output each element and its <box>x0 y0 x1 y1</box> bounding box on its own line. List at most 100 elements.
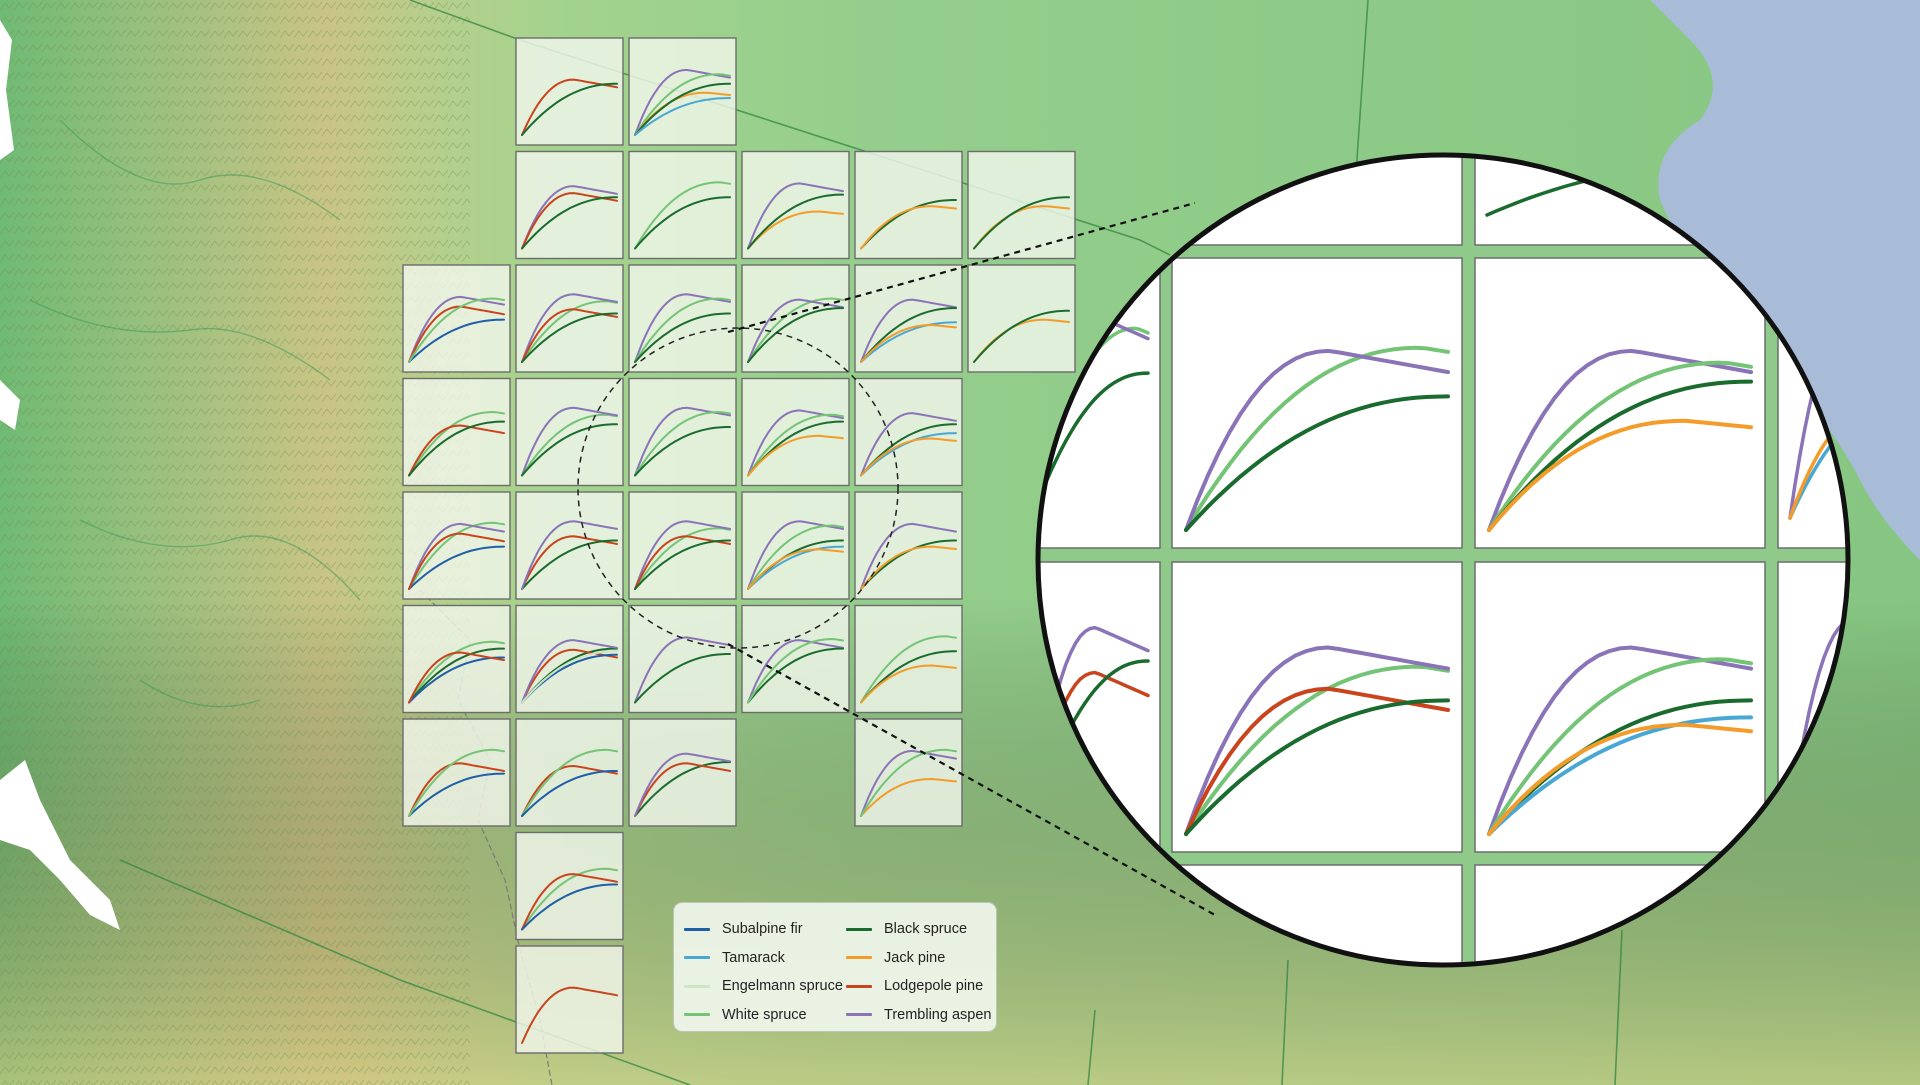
growth-curve-subalpine-fir <box>408 772 505 817</box>
growth-curve-trembling-aspen <box>747 182 844 250</box>
growth-curve-white-spruce <box>521 867 618 931</box>
river-lines <box>29 119 361 708</box>
legend-swatch <box>684 1013 710 1017</box>
growth-curve-jack-pine <box>860 437 957 477</box>
growth-curve-black-spruce <box>521 539 618 590</box>
panel-frame <box>628 491 737 600</box>
growth-curve-trembling-aspen <box>1184 645 1450 836</box>
panel-frame <box>1777 561 1848 853</box>
magnified-panel <box>1171 257 1463 549</box>
growth-curve-jack-pine <box>860 777 957 817</box>
growth-panel <box>628 150 737 260</box>
panel-frame <box>628 604 737 714</box>
legend-swatch <box>684 956 710 960</box>
growth-curve-white-spruce <box>860 635 957 704</box>
growth-curve-trembling-aspen <box>408 522 505 590</box>
growth-curve-jack-pine <box>860 545 957 590</box>
growth-curve-white-spruce <box>634 297 731 363</box>
magnifier-rim <box>1035 152 1851 968</box>
panel-frame <box>515 831 624 941</box>
growth-curve-engelmann-spruce <box>521 650 618 704</box>
growth-curve-white-spruce <box>634 410 731 477</box>
growth-curve-trembling-aspen <box>521 639 618 704</box>
legend-item-lodgepole-pine: Lodgepole pine <box>846 972 991 1001</box>
panel-frame <box>402 491 511 600</box>
growth-curve-white-spruce <box>408 297 505 363</box>
growth-curve-trembling-aspen <box>860 749 957 817</box>
growth-panel <box>741 150 850 260</box>
growth-curve-black-spruce <box>1184 698 1450 836</box>
growth-curve-subalpine-fir <box>408 545 505 590</box>
growth-curve-trembling-aspen <box>860 522 957 590</box>
growth-curve-lodgepole-pine <box>521 986 618 1044</box>
legend-label: Black spruce <box>884 921 968 938</box>
panel-frame <box>402 718 511 827</box>
magnified-partial-panel <box>1777 257 1848 549</box>
growth-panel <box>515 831 624 941</box>
growth-curve-black-spruce <box>973 309 1070 363</box>
growth-curve-jack-pine <box>860 323 957 363</box>
legend-swatch <box>846 984 872 988</box>
growth-curve-white-spruce <box>634 527 731 590</box>
panel-frame <box>854 491 963 600</box>
species-legend: Subalpine fir Tamarack Engelmann spruce … <box>673 902 997 1032</box>
growth-panel <box>402 491 511 600</box>
growth-curve-trembling-aspen <box>860 298 957 363</box>
panel-frame <box>628 718 737 827</box>
legend-label: Trembling aspen <box>884 1006 992 1023</box>
growth-curve-jack-pine <box>747 210 844 250</box>
growth-curve-lodgepole-pine <box>521 648 618 704</box>
panel-frame <box>1171 864 1463 965</box>
panel-frame <box>515 377 624 487</box>
panel-frame <box>1474 257 1766 549</box>
growth-curve-lodgepole-pine <box>521 873 618 931</box>
growth-curve-jack-pine <box>747 434 844 477</box>
growth-curve-jack-pine <box>1487 418 1753 532</box>
panel-frame <box>515 37 624 146</box>
panel-frame <box>854 150 963 260</box>
growth-curve-white-spruce <box>860 748 957 817</box>
panel-frame <box>515 491 624 600</box>
panel-frame <box>1777 257 1848 549</box>
panel-frame <box>741 604 850 714</box>
growth-curve-white-spruce <box>521 748 618 817</box>
growth-curve-black-spruce <box>634 426 731 477</box>
panel-frame <box>628 37 737 146</box>
legend-swatch <box>846 927 872 931</box>
growth-curve-trembling-aspen <box>1788 617 1848 824</box>
growth-curve-tamarack <box>747 545 844 590</box>
growth-panel <box>515 377 624 487</box>
legend-label: Engelmann spruce <box>722 978 843 995</box>
growth-curve-white-spruce <box>1487 360 1753 532</box>
growth-curve-white-spruce <box>747 413 844 477</box>
growth-curve-tamarack <box>1487 715 1753 836</box>
growth-curve-white-spruce <box>1487 657 1753 836</box>
growth-curve-black-spruce <box>1038 371 1150 520</box>
legend-item-white-spruce: White spruce <box>684 1001 843 1030</box>
growth-panel <box>967 264 1076 373</box>
growth-panel <box>402 718 511 827</box>
growth-panel <box>515 491 624 600</box>
growth-curve-white-spruce <box>747 524 844 590</box>
growth-curve-black-spruce <box>521 423 618 477</box>
growth-curve-black-spruce <box>521 312 618 363</box>
panel-frame <box>1171 561 1463 853</box>
growth-curve-lodgepole-pine <box>408 424 505 477</box>
growth-panel <box>515 718 624 827</box>
legend-item-trembling-aspen: Trembling aspen <box>846 1001 991 1030</box>
zoom-connector-bottom <box>727 643 1216 916</box>
growth-curve-black-spruce <box>747 307 844 363</box>
growth-panel <box>854 150 963 260</box>
growth-curve-white-spruce <box>408 410 505 477</box>
zoom-connector-top <box>727 201 1196 334</box>
growth-curve-trembling-aspen <box>1788 313 1848 520</box>
growth-panel <box>515 150 624 260</box>
panel-frame <box>1474 155 1766 246</box>
legend-swatch <box>684 927 710 931</box>
growth-panel <box>741 491 850 600</box>
growth-panel <box>628 491 737 600</box>
growth-curve-black-spruce <box>1184 394 1450 532</box>
legend-item-engelmann-spruce: Engelmann spruce <box>684 972 843 1001</box>
growth-panel <box>628 264 737 373</box>
